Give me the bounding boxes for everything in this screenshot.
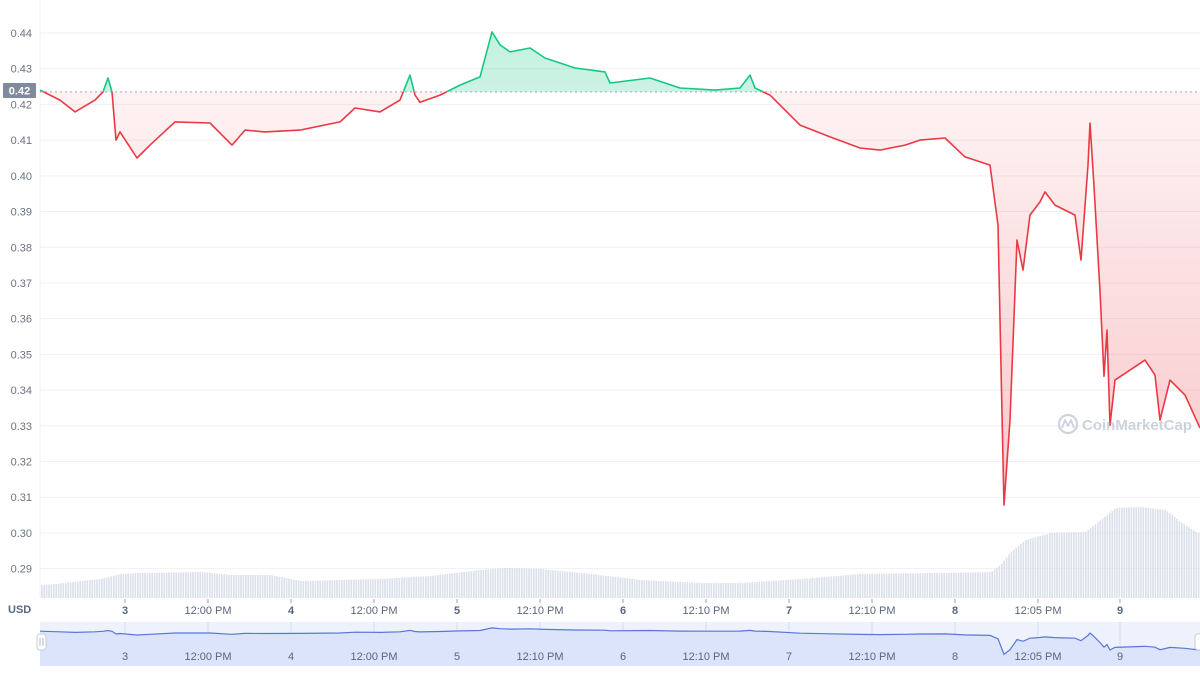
y-tick-label: 0.40 [11, 171, 32, 183]
y-tick-label: 0.31 [11, 492, 32, 504]
x-tick-label: 12:10 PM [516, 605, 563, 617]
navigator-tick-label: 12:10 PM [682, 651, 729, 663]
y-tick-label: 0.38 [11, 242, 32, 254]
navigator-tick-label: 7 [786, 651, 792, 663]
navigator-tick-label: 8 [952, 651, 958, 663]
price-line [40, 31, 1200, 506]
x-tick-label: 4 [288, 605, 295, 617]
y-tick-label: 0.44 [11, 28, 32, 40]
x-tick-label: 6 [620, 605, 626, 617]
currency-label: USD [8, 604, 31, 616]
y-tick-label: 0.41 [11, 135, 32, 147]
x-tick-label: 9 [1117, 605, 1123, 617]
y-tick-label: 0.42 [11, 99, 32, 111]
navigator-line [39, 627, 1200, 656]
y-tick-label: 0.43 [11, 64, 32, 76]
navigator-tick-label: 3 [122, 651, 128, 663]
x-axis: 3 12:00 PM 4 12:00 PM 5 12:10 PM 6 12:10 PM 7 12:… [122, 599, 1123, 617]
navigator-tick-label: 12:00 PM [350, 651, 397, 663]
y-tick-label: 0.39 [11, 207, 32, 219]
navigator-tick-label: 12:05 PM [1014, 651, 1061, 663]
y-tick-label: 0.35 [11, 349, 32, 361]
x-tick-label: 12:00 PM [350, 605, 397, 617]
x-tick-label: 12:05 PM [1014, 605, 1061, 617]
y-tick-label: 0.33 [11, 421, 32, 433]
navigator-tick-label: 6 [620, 651, 626, 663]
navigator-right-handle[interactable] [1194, 633, 1200, 651]
navigator-area [40, 627, 1200, 666]
y-tick-label: 0.30 [11, 528, 32, 540]
navigator-tick-label: 12:10 PM [848, 651, 895, 663]
price-line-down [41, 91, 1200, 506]
current-price-badge: 0.42 [3, 83, 36, 98]
x-tick-label: 12:10 PM [848, 605, 895, 617]
navigator-tick-label: 4 [288, 651, 294, 663]
y-axis: 0.44 0.43 0.42 0.41 0.40 0.39 0.38 0.37 0.36 0.35… [11, 28, 32, 576]
navigator-tick-label: 12:00 PM [184, 651, 231, 663]
x-tick-label: 7 [786, 605, 792, 617]
y-tick-label: 0.29 [11, 564, 32, 576]
x-tick-label: 3 [122, 605, 128, 617]
x-tick-label: 5 [454, 605, 460, 617]
volume-bars [41, 507, 1200, 598]
navigator-tick-label: 9 [1117, 651, 1123, 663]
y-tick-label: 0.32 [11, 457, 32, 469]
current-price-label: 0.42 [9, 86, 30, 98]
x-tick-label: 8 [952, 605, 958, 617]
x-tick-label: 12:10 PM [682, 605, 729, 617]
watermark-text: CoinMarketCap [1082, 417, 1192, 434]
coinmarketcap-logo-icon [1057, 413, 1079, 435]
navigator-left-handle[interactable] [36, 633, 47, 651]
coinmarketcap-watermark: CoinMarketCap [1057, 413, 1192, 435]
navigator[interactable]: 3 12:00 PM 4 12:00 PM 5 12:10 PM 6 12:10 PM 7 12:… [36, 622, 1200, 666]
x-tick-label: 12:00 PM [184, 605, 231, 617]
price-line-up [40, 31, 766, 92]
y-tick-label: 0.34 [11, 385, 32, 397]
navigator-x-axis: 3 12:00 PM 4 12:00 PM 5 12:10 PM 6 12:10 PM 7 12:… [122, 651, 1123, 663]
price-area-fill [40, 31, 1200, 506]
y-tick-label: 0.36 [11, 314, 32, 326]
navigator-tick-label: 5 [454, 651, 460, 663]
y-tick-label: 0.37 [11, 278, 32, 290]
navigator-tick-label: 12:10 PM [516, 651, 563, 663]
